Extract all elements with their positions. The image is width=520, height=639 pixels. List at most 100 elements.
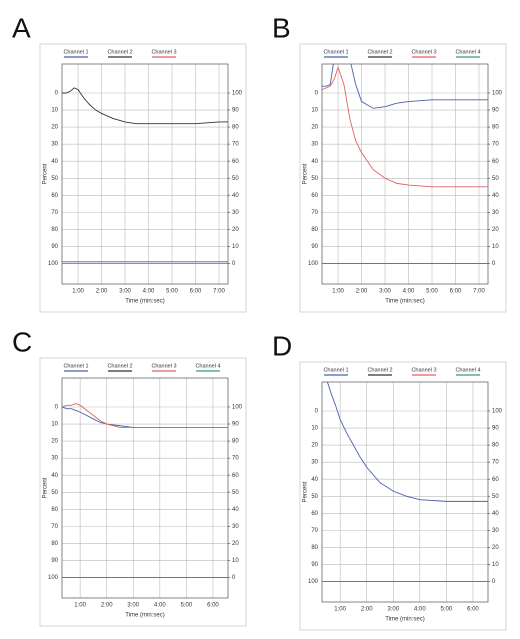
y-tick-label: 20: [51, 125, 58, 131]
series-line: [322, 64, 488, 109]
y2-tick-label: 30: [492, 210, 499, 216]
series-line: [62, 87, 228, 125]
legend-label: Channel 3: [411, 49, 436, 55]
y2-tick-label: 20: [492, 227, 499, 233]
x-tick-label: 2:00: [356, 289, 368, 295]
y2-tick-label: 60: [232, 159, 239, 165]
x-tick-label: 1:00: [74, 603, 86, 609]
y2-tick-label: 100: [492, 409, 503, 415]
y-tick-label: 40: [51, 159, 58, 165]
y2-tick-label: 50: [232, 176, 239, 182]
plot-border: [61, 377, 229, 599]
y2-tick-label: 50: [492, 176, 499, 182]
y2-tick-label: 30: [232, 524, 239, 530]
y2-tick-label: 50: [492, 494, 499, 500]
legend-label: Channel 4: [455, 49, 480, 55]
x-tick-label: 2:00: [96, 289, 108, 295]
y-tick-label: 40: [51, 473, 58, 479]
y-tick-label: 80: [311, 227, 318, 233]
legend-label: Channel 3: [411, 367, 436, 373]
y-tick-label: 80: [51, 227, 58, 233]
y-tick-label: 10: [311, 426, 318, 432]
y-tick-label: 30: [51, 456, 58, 462]
series-group: [62, 403, 228, 578]
legend-label: Channel 4: [455, 367, 480, 373]
x-tick-label: 4:00: [403, 289, 415, 295]
x-tick-label: 1:00: [72, 289, 84, 295]
y2-tick-label: 70: [232, 142, 239, 148]
plot-border: [321, 63, 489, 285]
series-group: [322, 382, 488, 582]
y-tick-label: 100: [48, 261, 59, 267]
y-tick-label: 10: [51, 422, 58, 428]
y2-tick-label: 70: [232, 456, 239, 462]
y2-tick-label: 10: [232, 244, 239, 250]
y-axis-title: Percent: [43, 163, 49, 184]
y-tick-label: 70: [311, 210, 318, 216]
panel-label: B: [272, 12, 291, 43]
y-tick-label: 10: [51, 108, 58, 114]
y2-tick-label: 100: [232, 405, 243, 411]
series-group: [322, 64, 488, 264]
y-tick-label: 100: [308, 579, 319, 585]
plot-border: [321, 381, 489, 603]
y-tick-label: 50: [311, 494, 318, 500]
y2-tick-label: 40: [232, 193, 239, 199]
x-tick-label: 1:00: [334, 607, 346, 613]
y-tick-label: 60: [311, 511, 318, 517]
y-tick-label: 50: [311, 176, 318, 182]
panel-label: D: [272, 330, 292, 361]
y-tick-label: 100: [308, 261, 319, 267]
series-line: [62, 403, 228, 428]
y2-tick-label: 80: [492, 443, 499, 449]
y-tick-label: 20: [51, 439, 58, 445]
y-tick-label: 40: [311, 159, 318, 165]
x-tick-label: 4:00: [414, 607, 426, 613]
x-axis-title: Time (min:sec): [125, 299, 164, 305]
y-tick-label: 0: [55, 91, 59, 97]
x-tick-label: 2:00: [101, 603, 113, 609]
x-tick-label: 4:00: [154, 603, 166, 609]
series-group: [62, 87, 228, 264]
y2-tick-label: 0: [232, 575, 236, 581]
y-tick-label: 70: [51, 210, 58, 216]
y2-tick-label: 90: [232, 108, 239, 114]
legend-label: Channel 3: [151, 363, 176, 369]
y-axis-title: Percent: [303, 163, 309, 184]
x-tick-label: 5:00: [181, 603, 193, 609]
y2-tick-label: 40: [492, 511, 499, 517]
legend-label: Channel 2: [367, 49, 392, 55]
y2-tick-label: 70: [492, 142, 499, 148]
series-line: [326, 382, 488, 502]
x-tick-label: 3:00: [387, 607, 399, 613]
x-tick-label: 4:00: [143, 289, 155, 295]
y2-tick-label: 60: [492, 477, 499, 483]
x-tick-label: 7:00: [473, 289, 485, 295]
y2-tick-label: 30: [232, 210, 239, 216]
y-axis-title: Percent: [303, 481, 309, 502]
y-tick-label: 80: [311, 545, 318, 551]
y-tick-label: 30: [311, 460, 318, 466]
x-tick-label: 3:00: [119, 289, 131, 295]
legend-label: Channel 1: [323, 367, 348, 373]
y2-tick-label: 10: [232, 558, 239, 564]
x-tick-label: 2:00: [361, 607, 373, 613]
y2-tick-label: 10: [492, 244, 499, 250]
y-tick-label: 0: [315, 409, 319, 415]
y-tick-label: 80: [51, 541, 58, 547]
y-tick-label: 60: [51, 193, 58, 199]
x-tick-label: 1:00: [332, 289, 344, 295]
y-tick-label: 90: [51, 558, 58, 564]
y-tick-label: 70: [311, 528, 318, 534]
y2-tick-label: 20: [232, 541, 239, 547]
chart-panel: D Channel 1 Channel 2 Channel 3 Channel 4 0 10…: [272, 330, 507, 631]
y-tick-label: 0: [315, 91, 319, 97]
y2-tick-label: 20: [492, 545, 499, 551]
panel-label: C: [12, 326, 32, 357]
x-tick-label: 6:00: [207, 603, 219, 609]
y2-tick-label: 40: [492, 193, 499, 199]
y2-tick-label: 90: [492, 426, 499, 432]
y2-tick-label: 80: [492, 125, 499, 131]
y-tick-label: 10: [311, 108, 318, 114]
y-axis-title: Percent: [43, 477, 49, 498]
